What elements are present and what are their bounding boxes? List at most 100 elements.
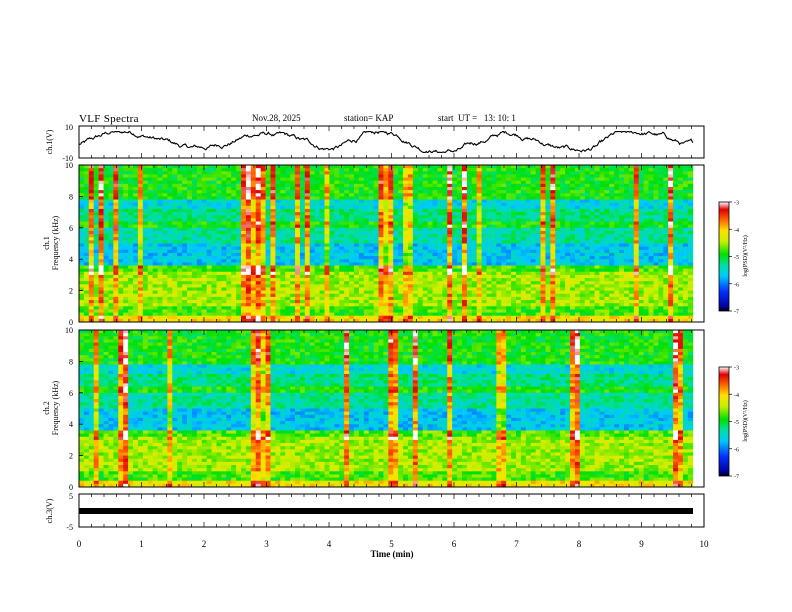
spectrogram-cell (241, 249, 247, 254)
spectrogram-cell (221, 312, 227, 317)
spectrogram-cell (565, 246, 571, 251)
spectrogram-cell (520, 243, 527, 248)
spectrogram-cell (299, 183, 306, 188)
spectrogram-cell (152, 309, 158, 313)
spectrogram-cell (496, 278, 502, 282)
spectrogram-cell (236, 262, 242, 266)
spectrogram-cell (349, 193, 355, 197)
spectrogram-cell (123, 296, 129, 301)
spectrogram-cell (314, 177, 320, 182)
spectrogram-cell (476, 190, 483, 194)
spectrogram-cell (388, 196, 394, 200)
spectrogram-cell (324, 240, 330, 244)
spectrogram-cell (383, 268, 389, 273)
spectrogram-cell (457, 309, 463, 313)
spectrogram-cell (344, 180, 350, 185)
spectrogram-cell (79, 274, 85, 279)
spectrogram-cell (142, 259, 149, 263)
spectrogram-cell (108, 315, 114, 320)
spectrogram-cell (555, 174, 561, 178)
spectrogram-cell (403, 186, 409, 191)
spectrogram-cell (550, 237, 556, 241)
spectrogram-cell (157, 196, 163, 200)
spectrogram-cell (103, 312, 109, 317)
spectrogram-cell (147, 183, 154, 188)
spectrogram-cell (481, 199, 487, 204)
spectrogram-cell (299, 287, 306, 291)
spectrogram-cell (147, 278, 154, 282)
spectrogram-cell (358, 287, 365, 291)
spectrogram-cell (417, 278, 424, 282)
spectrogram-cell (162, 180, 168, 185)
spectrogram-cell (309, 287, 316, 291)
spectrogram-cell (211, 190, 217, 194)
spectrogram-cell (486, 234, 492, 238)
spectrogram-cell (471, 252, 478, 257)
spectrogram-cell (398, 168, 404, 172)
spectrogram-cell (506, 243, 512, 248)
spectrogram-cell (457, 218, 463, 222)
spectrogram-cell (290, 265, 296, 270)
spectrogram-cell (83, 293, 90, 298)
spectrogram-cell (275, 221, 281, 226)
spectrogram-cell (113, 246, 119, 251)
spectrogram-cell (226, 259, 232, 263)
spectrogram-cell (471, 240, 478, 244)
spectrogram-cell (388, 265, 394, 270)
spectrogram-cell (525, 284, 532, 288)
spectrogram-cell (363, 174, 370, 178)
spectrogram-cell (319, 199, 325, 204)
spectrogram-cell (506, 230, 512, 235)
spectrogram-cell (182, 180, 188, 185)
spectrogram-cell (466, 300, 473, 304)
spectrogram-cell (358, 256, 365, 260)
spectrogram-cell (319, 293, 325, 298)
spectrogram-cell (191, 218, 198, 222)
spectrogram-cell (432, 287, 438, 291)
spectrogram-cell (466, 252, 473, 257)
spectrogram-cell (182, 252, 188, 257)
spectrogram-cell (560, 259, 566, 263)
spectrogram-cell (157, 278, 163, 282)
spectrogram-cell (88, 234, 95, 238)
spectrogram-cell (285, 315, 291, 320)
spectrogram-cell (496, 215, 502, 219)
spectrogram-cell (152, 315, 158, 320)
spectrogram-cell (447, 303, 453, 307)
spectrogram-cell (265, 168, 271, 172)
spectrogram-cell (88, 205, 95, 210)
spectrogram-cell (314, 278, 320, 282)
spectrogram-cell (157, 296, 163, 301)
spectrogram-cell (245, 246, 252, 251)
spectrogram-cell (309, 183, 316, 188)
spectrogram-cell (128, 183, 134, 188)
spectrogram-cell (275, 174, 281, 178)
spectrogram-cell (231, 300, 237, 304)
spectrogram-cell (206, 265, 212, 270)
spectrogram-cell (550, 215, 556, 219)
spectrogram-cell (486, 205, 492, 210)
spectrogram-cell (191, 205, 198, 210)
spectrogram-cell (378, 278, 384, 282)
spectrogram-cell (545, 202, 551, 207)
spectrogram-cell (255, 230, 262, 235)
spectrogram-cell (172, 318, 178, 323)
spectrogram-cell (295, 240, 301, 244)
spectrogram-cell (236, 230, 242, 235)
spectrogram-cell (187, 183, 193, 188)
spectrogram-cell (118, 205, 124, 210)
spectrogram-cell (353, 268, 360, 273)
spectrogram-cell (417, 205, 424, 210)
spectrogram-cell (417, 190, 424, 194)
spectrogram-cell (530, 237, 537, 241)
spectrogram-cell (466, 202, 473, 207)
spectrogram-cell (447, 186, 453, 191)
spectrogram-cell (196, 271, 203, 276)
spectrogram-cell (565, 202, 571, 207)
spectrogram-cell (216, 183, 222, 188)
spectrogram-cell (437, 177, 443, 182)
spectrogram-cell (103, 174, 109, 178)
spectrogram-cell (157, 287, 163, 291)
spectrogram-cell (108, 303, 114, 307)
spectrogram-cell (324, 306, 330, 310)
